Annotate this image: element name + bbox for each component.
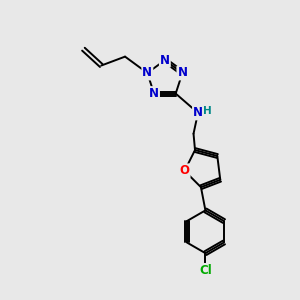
Text: N: N: [149, 87, 159, 100]
Text: O: O: [180, 164, 190, 177]
Text: N: N: [193, 106, 203, 119]
Text: Cl: Cl: [199, 264, 212, 277]
Text: N: N: [177, 67, 188, 80]
Text: N: N: [160, 54, 170, 67]
Text: H: H: [202, 106, 211, 116]
Text: N: N: [142, 67, 152, 80]
